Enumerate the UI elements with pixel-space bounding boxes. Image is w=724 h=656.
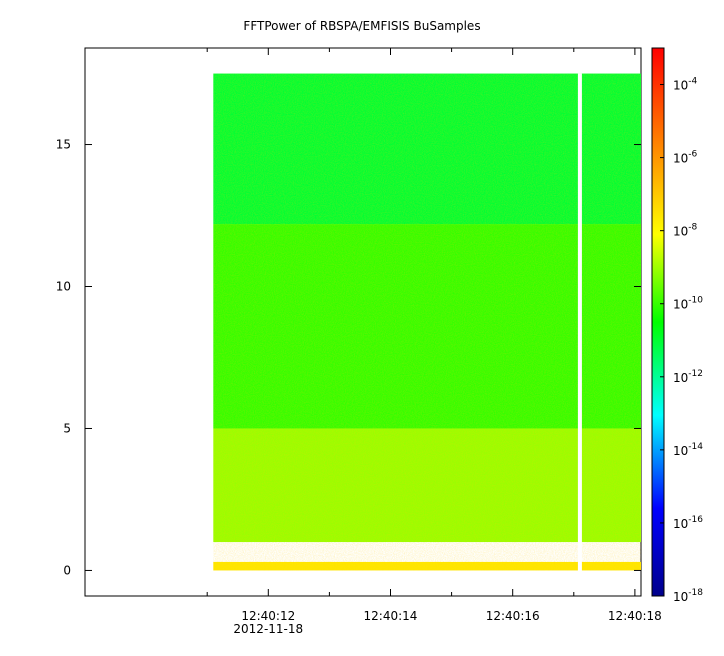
x-tick-label: 12:40:18 bbox=[608, 609, 662, 623]
y-tick-label: 15 bbox=[56, 138, 71, 152]
spectrogram bbox=[213, 73, 642, 572]
colorbar bbox=[651, 47, 665, 597]
x-tick-label: 12:40:16 bbox=[486, 609, 540, 623]
colorbar-tick-label: 10-8 bbox=[673, 223, 698, 239]
axes: 12:40:12 12:40:14 12:40:16 12:40:18 2012-11-… bbox=[56, 48, 662, 636]
colorbar-tick-label: 10-18 bbox=[673, 588, 703, 604]
x-tick-label: 12:40:14 bbox=[364, 609, 418, 623]
x-date-label: 2012-11-18 bbox=[233, 622, 303, 636]
colorbar-tick-label: 10-10 bbox=[673, 296, 703, 312]
colorbar-tick-label: 10-6 bbox=[673, 150, 698, 166]
colorbar-tick-label: 10-16 bbox=[673, 515, 703, 531]
x-tick-label: 12:40:12 bbox=[241, 609, 295, 623]
colorbar-tick-label: 10-4 bbox=[673, 77, 698, 93]
y-tick-label: 5 bbox=[63, 421, 71, 435]
colorbar-axis: 10-18 10-16 10-14 10-12 10-10 10-8 10-6 10-4 bbox=[660, 77, 703, 604]
colorbar-tick-label: 10-12 bbox=[673, 369, 703, 385]
colorbar-tick-label: 10-14 bbox=[673, 442, 703, 458]
y-tick-label: 10 bbox=[56, 280, 71, 294]
chart-title: FFTPower of RBSPA/EMFISIS BuSamples bbox=[243, 19, 480, 33]
y-tick-label: 0 bbox=[63, 563, 71, 577]
data-gap bbox=[577, 73, 582, 572]
band-texture bbox=[213, 73, 642, 571]
